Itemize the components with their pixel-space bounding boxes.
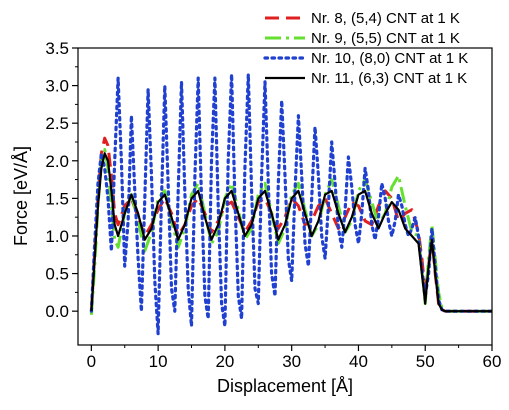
legend-label-3: Nr. 10, (8,0) CNT at 1 K [311,50,468,67]
x-axis-title: Displacement [Å] [217,376,353,396]
legend: Nr. 8, (5,4) CNT at 1 K Nr. 9, (5,5) CNT … [263,10,468,87]
y-tick-label: 1.0 [45,227,69,246]
x-tick-label: 50 [416,352,435,371]
x-tick-label: 40 [349,352,368,371]
axis-ticks: 0 10 20 30 40 50 60 0.0 0.5 1.0 1.5 2.0 2.5 3.0 3.5 [45,39,501,371]
series-layer [89,72,492,336]
y-tick-label: 2.5 [45,114,69,133]
y-axis-title: Force [eV/Å] [11,146,31,246]
x-tick-label: 0 [87,352,96,371]
legend-label-2: Nr. 9, (5,5) CNT at 1 K [311,30,460,47]
plot-frame [77,47,493,346]
x-tick-label: 60 [483,352,502,371]
y-tick-label: 1.5 [45,189,69,208]
series-line-4 [90,152,492,313]
legend-label-1: Nr. 8, (5,4) CNT at 1 K [311,10,460,27]
legend-label-4: Nr. 11, (6,3) CNT at 1 K [311,70,467,87]
series-line-3 [89,72,492,336]
y-tick-label: 3.0 [45,77,69,96]
x-tick-label: 20 [215,352,234,371]
y-tick-label: 0.0 [45,302,69,321]
y-tick-label: 2.0 [45,152,69,171]
y-tick-label: 3.5 [45,39,69,58]
x-tick-label: 10 [149,352,168,371]
x-tick-label: 30 [282,352,301,371]
y-tick-label: 0.5 [45,265,69,284]
